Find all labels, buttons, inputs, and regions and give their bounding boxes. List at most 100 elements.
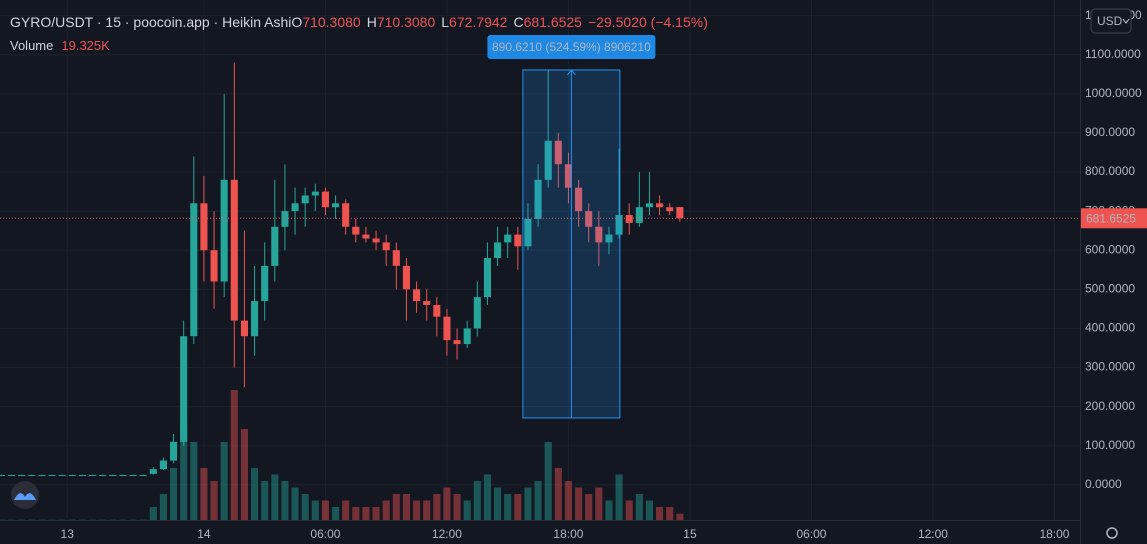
ohlc-key: L [441,14,449,30]
candle-body [159,460,167,470]
ohlc-legend: O710.3080 H710.3080 L672.7942 C681.6525 −29.… [291,14,707,30]
candle-body [605,234,613,243]
volume-bars [0,390,684,520]
ohlc-value: 672.7942 [449,14,508,30]
candle-body [514,234,522,247]
candle-body [362,234,370,239]
candle-body [656,203,664,208]
ohlc-value: 710.3080 [302,14,361,30]
candle-body [666,207,674,212]
header-title: GYRO/USDT · 15 · poocoin.app · Heikin As… [10,14,708,30]
volume-bar [261,481,269,520]
volume-bar [554,468,562,520]
volume-bar [159,494,167,520]
x-tick-label: 12:00 [918,527,948,541]
candle-body [453,340,461,345]
volume-bar [676,513,684,520]
x-tick-label: 18:00 [1039,527,1069,541]
volume-bar [240,429,248,520]
volume-bar [382,500,390,520]
candle-body [595,226,603,243]
volume-bar [332,507,340,520]
candle-body [38,475,46,477]
logo[interactable] [11,481,39,509]
x-tick-label: 15 [683,527,697,541]
volume-legend: Volume 19.325K [10,38,110,53]
candle-body [321,191,329,208]
candle-body [423,301,431,305]
y-tick-label: 500.0000 [1085,281,1135,295]
volume-bar [483,474,491,520]
candle-body [89,475,97,477]
volume-bar [605,500,613,520]
candle-body [534,179,542,219]
candle-body [18,475,26,477]
symbol-title: GYRO/USDT · 15 · poocoin.app · Heikin As… [10,14,291,30]
axes: 0.0000 100.0000 200.0000 300.0000 400.0000 50… [61,8,1147,541]
volume-bar [271,474,279,520]
ohlc-key: O [291,14,302,30]
candle-body [139,475,147,477]
volume-bar [666,507,674,520]
candle-body [251,301,259,337]
volume-bar [463,500,471,520]
settings-button[interactable] [1106,527,1118,539]
candle-body [494,242,502,259]
candle-body [119,475,127,477]
last-price-label: 681.6525 [1086,211,1136,225]
volume-bar [585,494,593,520]
candle-body [352,226,360,235]
candle-body [463,328,471,345]
volume-bar [251,468,259,520]
volume-bar [433,494,441,520]
volume-bar [473,481,481,520]
candle-body [0,475,5,477]
volume-bar [352,507,360,520]
y-tick-label: 200.0000 [1085,399,1135,413]
candle-body [615,215,623,235]
volume-bar [210,481,218,520]
logo-circle[interactable] [11,481,39,509]
x-tick-label: 13 [61,527,75,541]
candle-body [473,297,481,329]
volume-bar [170,468,178,520]
candle-body [544,140,552,180]
candle-body [524,218,532,247]
currency-button-frame[interactable] [1090,8,1132,34]
candle-body [402,265,410,290]
ohlc-value: 710.3080 [377,14,436,30]
ohlc-key: C [513,14,523,30]
volume-bar [413,500,421,520]
candle-body [149,469,157,474]
candle-body [99,475,107,477]
currency-label[interactable]: USD [1097,14,1123,28]
volume-bar [514,494,522,520]
candle-body [575,187,583,212]
currency-button[interactable]: USD [1090,8,1132,34]
candle-body [504,234,512,243]
candle-body [413,289,421,302]
volume-bar [200,468,208,520]
volume-bar [544,442,552,520]
candle-body [109,475,117,477]
volume-value: 19.325K [61,38,110,53]
candle-body [443,316,451,341]
candle-body [311,191,319,196]
candle-body [332,203,340,208]
candle-body [200,203,208,251]
measure-label-box [487,34,656,59]
candle-body [180,336,188,442]
volume-bar [453,494,461,520]
volume-bar [291,487,299,520]
candle-body [554,140,562,165]
volume-bar [595,487,603,520]
settings-icon[interactable] [1106,527,1118,539]
volume-bar [220,442,228,520]
volume-bar [149,507,157,520]
candle-body [676,207,684,219]
candle-body [190,203,198,337]
volume-bar [504,494,512,520]
y-tick-label: 600.0000 [1085,242,1135,256]
